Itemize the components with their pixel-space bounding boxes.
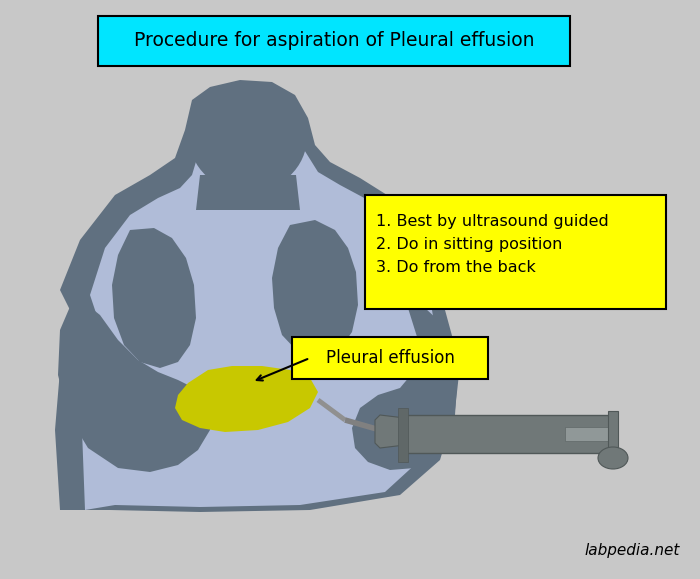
FancyBboxPatch shape	[98, 16, 570, 66]
Text: Procedure for aspiration of Pleural effusion: Procedure for aspiration of Pleural effu…	[134, 31, 534, 50]
Polygon shape	[82, 128, 440, 510]
Text: Pleural effusion: Pleural effusion	[326, 349, 454, 367]
Polygon shape	[352, 285, 458, 470]
FancyBboxPatch shape	[365, 195, 666, 309]
FancyBboxPatch shape	[292, 337, 488, 379]
Text: labpedia.net: labpedia.net	[584, 543, 680, 558]
Polygon shape	[196, 175, 300, 210]
Ellipse shape	[189, 82, 307, 192]
Polygon shape	[375, 415, 405, 448]
FancyBboxPatch shape	[608, 411, 618, 457]
Polygon shape	[112, 228, 196, 368]
Polygon shape	[58, 295, 210, 472]
FancyBboxPatch shape	[398, 408, 408, 462]
Ellipse shape	[598, 447, 628, 469]
FancyBboxPatch shape	[400, 415, 610, 453]
Polygon shape	[272, 220, 358, 358]
FancyBboxPatch shape	[565, 427, 613, 441]
Polygon shape	[175, 366, 318, 432]
Text: 1. Best by ultrasound guided
2. Do in sitting position
3. Do from the back: 1. Best by ultrasound guided 2. Do in si…	[376, 214, 609, 274]
Polygon shape	[55, 80, 460, 512]
